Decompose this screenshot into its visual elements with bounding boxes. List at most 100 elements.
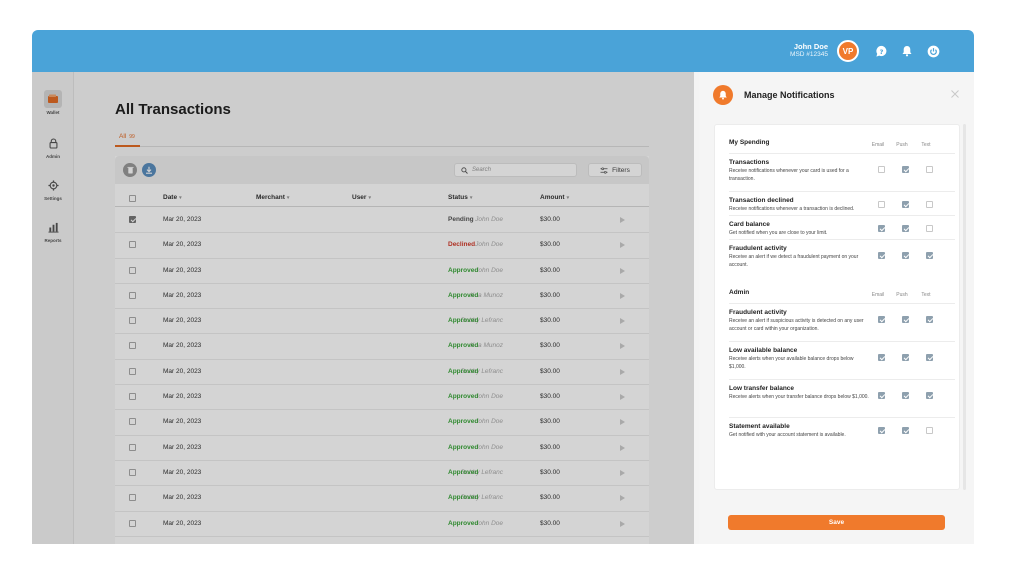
row-checkbox[interactable] [129,418,136,426]
close-icon[interactable] [950,86,960,98]
avatar[interactable]: VP [837,40,859,62]
row-checkbox[interactable] [129,443,136,451]
table-row[interactable]: Mar 20, 2023 John Doe Approved $30.00 [115,259,649,284]
row-checkbox[interactable] [129,317,136,325]
table-row[interactable]: Mar 20, 2023 Dobby Lefranc Approved $30.00 [115,486,649,512]
push-checkbox[interactable] [902,166,909,173]
row-checkbox[interactable] [129,266,136,274]
notification-row: Fraudulent activity Receive an alert if w… [729,239,955,277]
table-row[interactable]: Mar 20, 2023 Dobby Lefranc Approved $30.00 [115,309,649,335]
table-row[interactable]: Mar 20, 2023 John Doe Approved $30.00 [115,410,649,436]
channel-header-push: Push [896,292,908,298]
table-row[interactable]: Mar 20, 2023 John Doe Pending $30.00 [115,208,649,234]
column-header-date[interactable]: Date ▾ [163,194,182,201]
search-input[interactable]: Search [454,163,577,177]
email-checkbox[interactable] [878,392,885,399]
email-checkbox[interactable] [878,252,885,259]
table-row[interactable]: Mar 20, 2023 John Doe Approved $30.00 [115,385,649,411]
row-arrow-icon[interactable] [620,495,625,502]
row-checkbox[interactable] [129,393,136,401]
push-checkbox[interactable] [902,354,909,361]
save-button[interactable]: Save [728,515,945,530]
row-arrow-icon[interactable] [620,394,625,401]
table-row[interactable]: Mar 20, 2023 John Doe Declined $30.00 [115,233,649,259]
trash-icon[interactable] [123,163,137,177]
column-header-merchant[interactable]: Merchant ▾ [256,194,289,201]
table-row[interactable]: Mar 20, 2023 Koa Munoz Approved $30.00 [115,284,649,310]
row-arrow-icon[interactable] [620,318,625,325]
email-checkbox[interactable] [878,316,885,323]
row-checkbox[interactable] [129,494,136,502]
row-arrow-icon[interactable] [620,292,625,299]
table-row[interactable]: Mar 20, 2023 Koa Munoz Approved $30.00 [115,334,649,360]
table-row[interactable]: Mar 20, 2023 John Doe Approved $30.00 [115,436,649,461]
modal-overlay[interactable] [32,72,694,544]
row-arrow-icon[interactable] [620,267,625,274]
push-checkbox[interactable] [902,427,909,434]
filters-button[interactable]: Filters [588,163,642,177]
row-arrow-icon[interactable] [620,217,625,223]
bell-icon[interactable] [900,44,914,58]
row-checkbox[interactable] [129,367,136,375]
tab-all[interactable]: All 99 [115,133,140,147]
row-checkbox[interactable] [129,468,136,476]
power-icon[interactable] [926,44,940,58]
email-checkbox[interactable] [878,225,885,232]
search-placeholder: Search [472,167,492,173]
row-checkbox[interactable] [129,342,136,350]
text-checkbox[interactable] [926,392,933,399]
column-header-amount[interactable]: Amount ▾ [540,194,569,201]
push-checkbox[interactable] [902,225,909,232]
cell-amount: $30.00 [540,291,560,299]
row-arrow-icon[interactable] [620,368,625,375]
table-row[interactable]: Mar 20, 2023 Dobby Lefranc Approved $30.00 [115,461,649,487]
table-row[interactable]: Mar 20, 2023 John Doe Approved $30.00 [115,512,649,537]
filters-label: Filters [612,166,630,174]
help-icon[interactable]: ? [874,44,888,58]
push-checkbox[interactable] [902,201,909,208]
email-checkbox[interactable] [878,354,885,361]
column-header-status[interactable]: Status ▾ [448,194,472,201]
text-checkbox[interactable] [926,252,933,259]
sidebar-item-reports[interactable]: Reports [32,218,74,243]
notification-row: Low transfer balance Receive alerts when … [729,379,955,417]
table-row[interactable]: Mar 20, 2023 Dobby Lefranc Approved $30.00 [115,360,649,386]
row-arrow-icon[interactable] [620,419,625,426]
sidebar-item-wallet[interactable]: Wallet [32,90,74,115]
row-checkbox[interactable] [129,519,136,527]
cell-date: Mar 20, 2023 [163,342,202,350]
row-arrow-icon[interactable] [620,242,625,249]
text-checkbox[interactable] [926,225,933,232]
row-checkbox[interactable] [129,241,136,249]
status-badge: Approved [448,443,479,451]
row-arrow-icon[interactable] [620,520,625,527]
email-checkbox[interactable] [878,166,885,173]
sidebar-item-label: Admin [46,154,60,159]
text-checkbox[interactable] [926,201,933,208]
row-checkbox[interactable] [129,291,136,299]
text-checkbox[interactable] [926,166,933,173]
status-badge: Approved [448,418,479,426]
sidebar-item-admin[interactable]: Admin [32,134,74,159]
download-icon[interactable] [142,163,156,177]
sidebar-item-settings[interactable]: Settings [32,176,74,201]
row-arrow-icon[interactable] [620,343,625,350]
push-checkbox[interactable] [902,392,909,399]
push-checkbox[interactable] [902,252,909,259]
cell-user: John Doe [475,266,503,274]
panel-scrollbar[interactable] [963,124,966,490]
text-checkbox[interactable] [926,427,933,434]
row-checkbox[interactable] [129,216,136,223]
push-checkbox[interactable] [902,316,909,323]
column-header-label: User [352,194,367,201]
row-arrow-icon[interactable] [620,444,625,451]
row-arrow-icon[interactable] [620,469,625,476]
select-all-checkbox[interactable] [129,195,136,202]
status-badge: Approved [448,519,479,527]
email-checkbox[interactable] [878,201,885,208]
column-header-user[interactable]: User ▾ [352,194,371,201]
email-checkbox[interactable] [878,427,885,434]
text-checkbox[interactable] [926,316,933,323]
text-checkbox[interactable] [926,354,933,361]
lock-icon [44,134,62,152]
